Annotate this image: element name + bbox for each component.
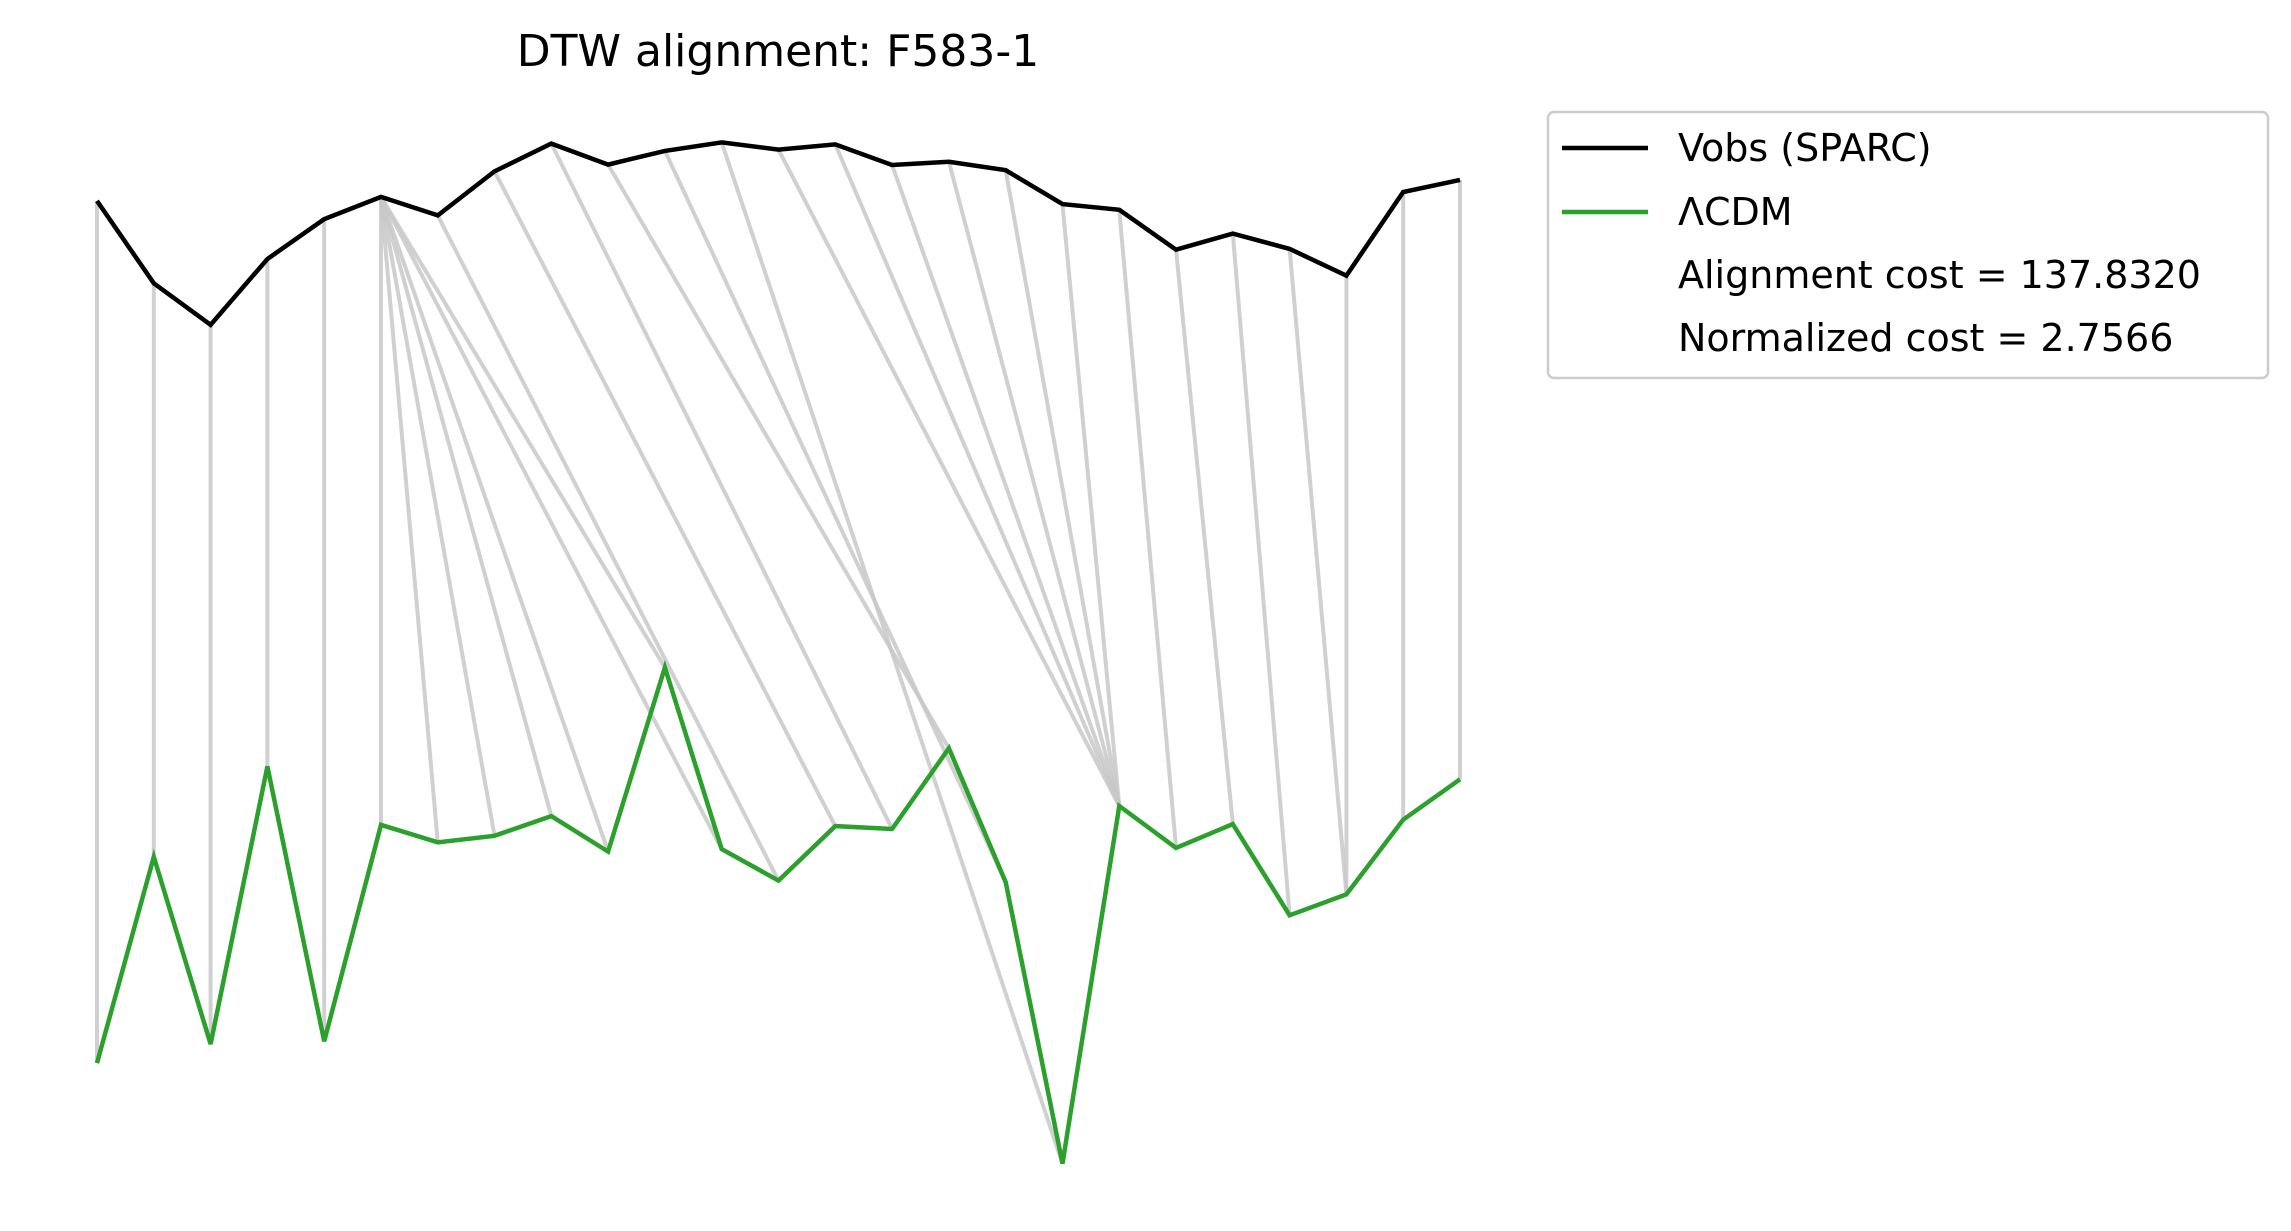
alignment-line-8	[379, 196, 554, 817]
series-line-lcdm	[94, 659, 1462, 1165]
alignment-line-27	[1287, 248, 1349, 895]
alignment-line-16	[663, 150, 1008, 884]
alignment-lines	[95, 141, 1462, 1165]
legend: Vobs (SPARC) ΛCDM Alignment cost = 137.8…	[1546, 110, 2270, 380]
alignment-line-10	[379, 195, 667, 669]
legend-alignment-cost: Alignment cost = 137.8320	[1678, 253, 2201, 297]
alignment-line-7	[378, 196, 497, 837]
alignment-line-25	[1174, 249, 1235, 825]
legend-box	[1546, 110, 2270, 380]
alignment-line-11	[379, 195, 724, 851]
alignment-line-26	[1230, 233, 1292, 916]
alignment-line-12	[435, 214, 781, 882]
legend-label-lcdm: ΛCDM	[1678, 190, 1793, 234]
legend-label-vobs: Vobs (SPARC)	[1678, 126, 1932, 170]
alignment-line-9	[379, 196, 611, 853]
alignment-line-20	[890, 164, 1122, 807]
series-line-vobs	[95, 140, 1461, 328]
alignment-line-17	[719, 141, 1065, 1165]
series-lines	[94, 140, 1462, 1165]
alignment-line-14	[549, 142, 894, 830]
alignment-line-21	[946, 161, 1122, 807]
alignment-line-18	[776, 148, 1122, 807]
alignment-line-22	[1003, 169, 1122, 807]
alignment-line-19	[833, 143, 1122, 807]
alignment-line-13	[492, 170, 838, 828]
legend-normalized-cost: Normalized cost = 2.7566	[1678, 316, 2173, 360]
alignment-line-6	[378, 196, 440, 843]
alignment-line-23	[1060, 203, 1122, 807]
alignment-line-24	[1117, 209, 1179, 849]
chart-title: DTW alignment: F583-1	[517, 26, 1040, 77]
